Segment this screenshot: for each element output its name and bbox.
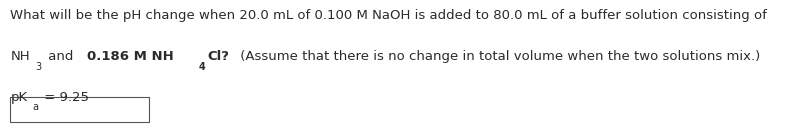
Text: 4: 4: [198, 62, 206, 72]
Text: What will be the pH change when 20.0 mL of 0.100 M NaOH is added to 80.0 mL of a: What will be the pH change when 20.0 mL …: [10, 9, 772, 22]
Text: 0.186 M NH: 0.186 M NH: [87, 50, 174, 63]
Text: and: and: [44, 50, 77, 63]
Text: = 9.25: = 9.25: [40, 91, 89, 104]
Text: a: a: [33, 102, 38, 112]
Bar: [10, 97, 149, 122]
Text: (Assume that there is no change in total volume when the two solutions mix.): (Assume that there is no change in total…: [236, 50, 760, 63]
Text: pK: pK: [10, 91, 28, 104]
Text: NH: NH: [10, 50, 30, 63]
Text: Cl?: Cl?: [207, 50, 229, 63]
Text: 3: 3: [36, 62, 42, 72]
